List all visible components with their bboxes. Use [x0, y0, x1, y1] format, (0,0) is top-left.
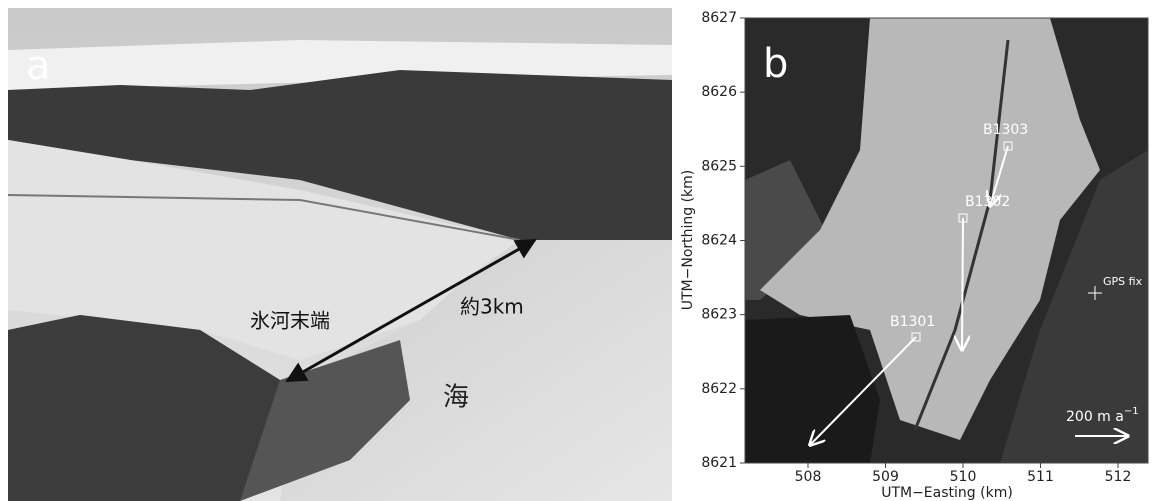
- y-tick-label: 8625: [701, 158, 737, 174]
- y-tick-label: 8622: [701, 381, 737, 397]
- x-axis-label: UTM−Easting (km): [881, 485, 1013, 501]
- x-tick-label: 508: [795, 469, 822, 485]
- station-label: B1303: [983, 122, 1028, 138]
- y-tick-label: 8621: [701, 455, 737, 471]
- terminus-label: 氷河末端: [250, 309, 330, 333]
- x-tick-label: 510: [950, 469, 977, 485]
- figure-svg: a 氷河末端 約3km 海 b B1303 B1302 B1301 GPS fi…: [0, 0, 1153, 501]
- station-label: B1302: [965, 194, 1010, 210]
- panel-label: a: [26, 43, 51, 89]
- photo: [8, 8, 672, 501]
- panel-label: b: [763, 41, 788, 87]
- scale-text: 200 m a: [1066, 409, 1124, 425]
- scale-superscript: −1: [1124, 406, 1139, 417]
- figure: a 氷河末端 約3km 海 b B1303 B1302 B1301 GPS fi…: [0, 0, 1153, 501]
- x-tick-label: 512: [1105, 469, 1132, 485]
- satellite-map: [745, 18, 1148, 463]
- y-tick-label: 8626: [701, 84, 737, 100]
- station-label: B1301: [890, 314, 935, 330]
- gps-label: GPS fix: [1103, 275, 1143, 288]
- velocity-arrow: [962, 218, 963, 350]
- y-tick-label: 8627: [701, 10, 737, 26]
- y-axis-label: UTM−Northing (km): [680, 170, 696, 311]
- x-tick-label: 509: [872, 469, 899, 485]
- sea-label: 海: [443, 383, 469, 413]
- y-tick-label: 8624: [701, 233, 737, 249]
- x-tick-label: 511: [1027, 469, 1054, 485]
- y-tick-label: 8623: [701, 307, 737, 323]
- distance-label: 約3km: [460, 295, 524, 319]
